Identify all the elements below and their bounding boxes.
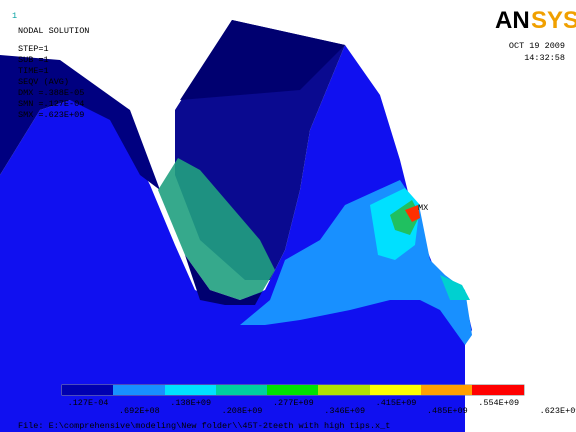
legend-swatch [421, 385, 473, 395]
legend-label: .208E+09 [222, 406, 263, 416]
time: 14:32:58 [524, 53, 565, 63]
date: OCT 19 2009 [509, 41, 565, 51]
logo-left: AN [495, 7, 530, 34]
legend-swatch [370, 385, 422, 395]
legend-label: .138E+09 [170, 398, 211, 408]
legend-label: .277E+09 [273, 398, 314, 408]
legend-swatch [472, 385, 524, 395]
legend-swatch [113, 385, 165, 395]
legend [62, 385, 524, 395]
file-path: File: E:\comprehensive\modeling\New fold… [18, 421, 390, 431]
logo-right: SYS [531, 7, 576, 34]
legend-label: .346E+09 [324, 406, 365, 416]
legend-label: .554E+09 [478, 398, 519, 408]
header-line: SEQV (AVG) [18, 77, 69, 87]
legend-label: .485E+09 [427, 406, 468, 416]
header-line: SMN =.127E-04 [18, 99, 84, 109]
header-line: TIME=1 [18, 66, 49, 76]
header-title: NODAL SOLUTION [18, 26, 89, 36]
window-number: 1 [12, 11, 17, 21]
legend-swatch [216, 385, 268, 395]
legend-label: .692E+08 [119, 406, 160, 416]
legend-swatch [267, 385, 319, 395]
screen: 1 NODAL SOLUTION AN SYS OCT 19 2009 14:3… [0, 0, 576, 432]
legend-swatch [318, 385, 370, 395]
legend-swatch [62, 385, 114, 395]
header-line: SMX =.623E+09 [18, 110, 84, 120]
legend-label: .415E+09 [376, 398, 417, 408]
header-line: STEP=1 [18, 44, 49, 54]
header-line: SUB =1 [18, 55, 49, 65]
max-marker: MX [418, 203, 428, 213]
header-line: DMX =.388E-05 [18, 88, 84, 98]
legend-swatch [165, 385, 217, 395]
legend-label: .623E+09 [540, 406, 576, 416]
legend-label: .127E-04 [68, 398, 109, 408]
